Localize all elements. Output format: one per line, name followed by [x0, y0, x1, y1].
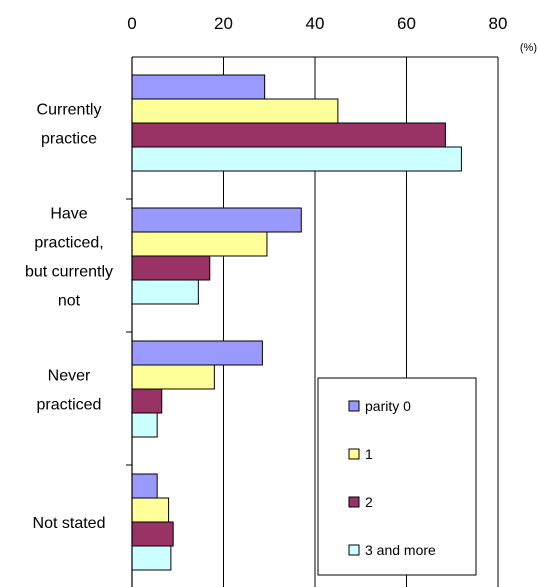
category-label: Currently practice — [37, 102, 102, 148]
legend-swatch — [348, 400, 360, 412]
category-label: Never practiced — [37, 368, 102, 414]
legend: parity 0 1 2 3 and more — [317, 377, 477, 576]
category-label: Not stated — [33, 515, 106, 532]
bar — [131, 497, 170, 523]
bar — [131, 98, 339, 124]
unit-label: (%) — [520, 42, 537, 54]
bar — [131, 545, 172, 571]
bar — [131, 231, 268, 257]
legend-box — [317, 377, 477, 576]
bar — [131, 207, 302, 233]
axes — [126, 56, 499, 587]
x-tick-label: 80 — [489, 14, 508, 33]
x-tick-label: 0 — [127, 14, 136, 33]
bar — [131, 279, 199, 305]
x-tick-label: 40 — [306, 14, 325, 33]
legend-label: 1 — [365, 446, 373, 462]
bars — [131, 74, 462, 571]
bar — [131, 388, 163, 414]
x-tick-label: 20 — [214, 14, 233, 33]
bar — [131, 521, 174, 547]
bar — [131, 412, 158, 438]
bar — [131, 473, 158, 499]
bar — [131, 122, 446, 148]
legend-swatch — [348, 544, 360, 556]
legend-label: parity 0 — [365, 398, 411, 414]
x-tick-label: 60 — [397, 14, 416, 33]
bar — [131, 146, 462, 172]
bar — [131, 340, 263, 366]
legend-label: 3 and more — [365, 542, 436, 558]
legend-label: 2 — [365, 494, 373, 510]
category-label: Have practiced, but currently not — [25, 206, 113, 310]
bar — [131, 364, 215, 390]
bar — [131, 255, 211, 281]
bar — [131, 74, 266, 100]
category-labels: Currently practice Have practiced, but curre… — [25, 102, 113, 533]
legend-swatch — [348, 496, 360, 508]
legend-swatch — [348, 448, 360, 460]
x-tick-labels: 0 20 40 60 80 — [127, 14, 507, 33]
